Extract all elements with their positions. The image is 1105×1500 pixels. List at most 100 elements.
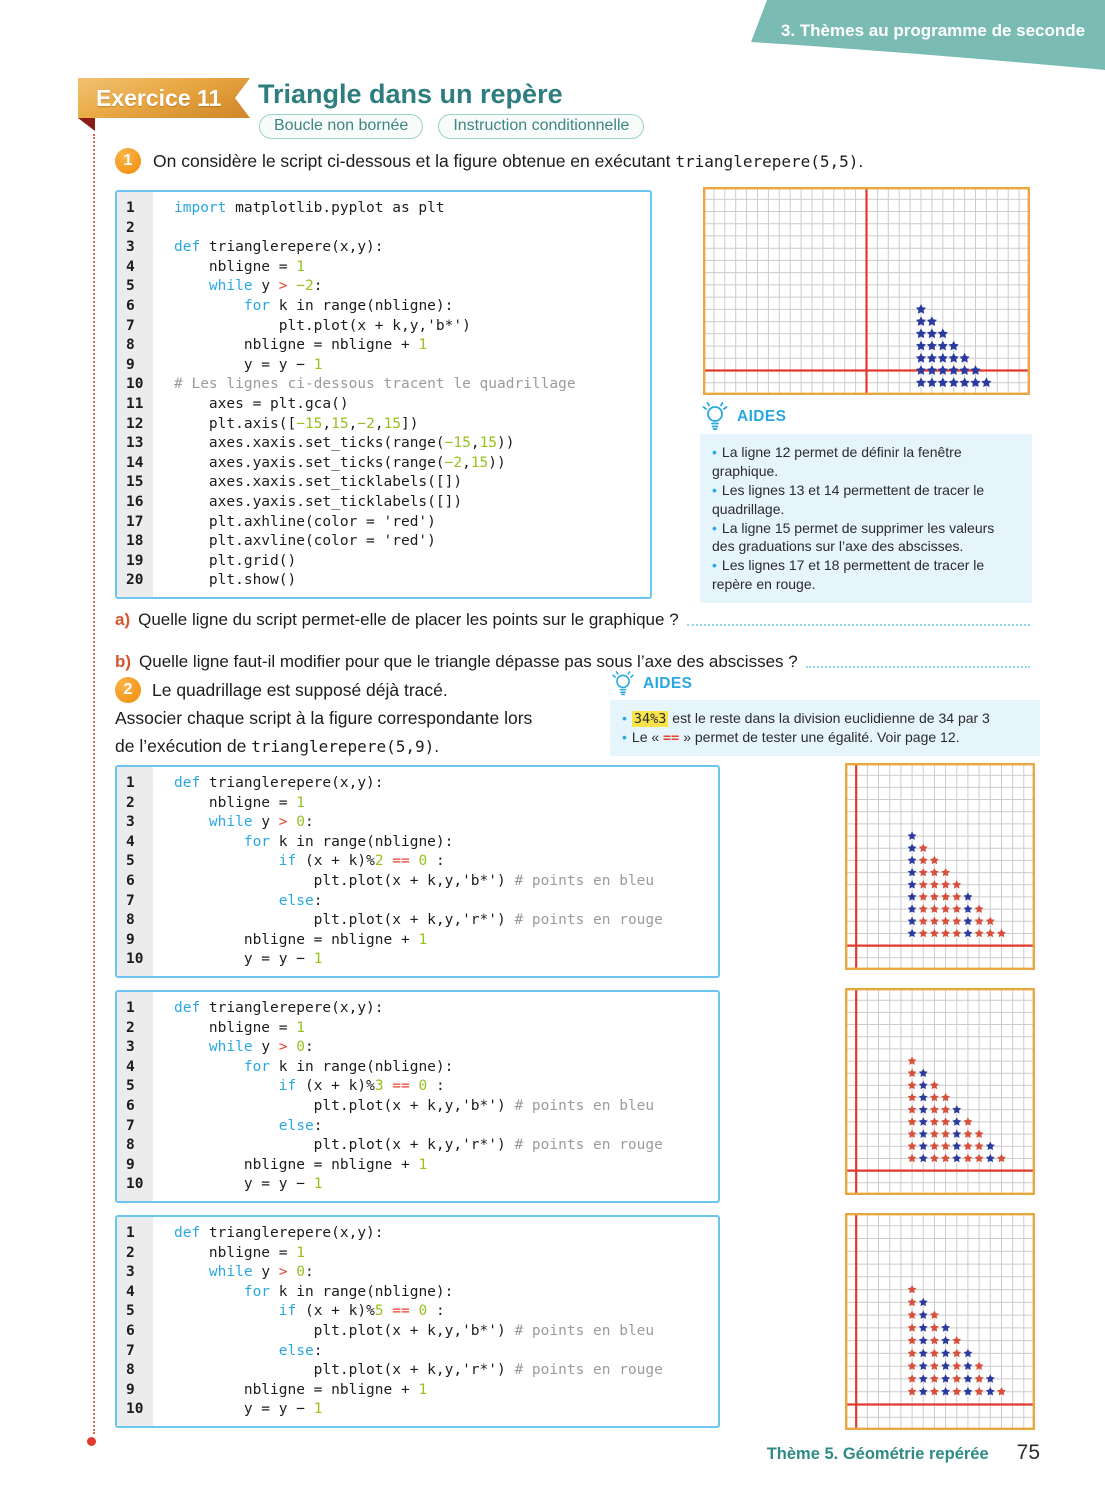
aides2-box: • 34%3 est le reste dans la division eucl… — [610, 700, 1040, 757]
line-number: 7 — [126, 892, 135, 909]
line-number: 1 — [126, 775, 135, 791]
aides2-item-2: • Le « == » permet de tester une égalité.… — [622, 729, 960, 747]
tag-boucle: Boucle non bornée — [259, 114, 424, 139]
top-banner-shape — [751, 0, 1105, 70]
line-number: 4 — [126, 258, 135, 275]
chapter-banner: 3. Thèmes au programme de seconde — [780, 21, 1086, 40]
line-number: 5 — [126, 853, 135, 870]
code-line: 15 axes.xaxis.set_ticklabels([]) — [117, 473, 650, 493]
code-line: 1 import matplotlib.pyplot as plt — [117, 199, 650, 219]
line-number: 4 — [126, 833, 135, 850]
line-number: 3 — [126, 1039, 135, 1056]
line-number: 5 — [126, 278, 135, 295]
line-number: 4 — [126, 1283, 135, 1300]
code-line: 3 while y > 0: — [117, 813, 718, 833]
lightbulb-icon — [702, 402, 728, 430]
margin-dotted-line — [93, 134, 95, 1434]
line-number: 10 — [126, 376, 144, 393]
code-line: 8 plt.plot(x + k,y,'r*') # points en rou… — [117, 1361, 718, 1381]
aides1-item: • Les lignes 13 et 14 permettent de trace… — [712, 481, 985, 517]
answer-line — [805, 666, 1030, 668]
equality-operator: == — [663, 730, 680, 747]
line-number-gutter — [117, 992, 153, 1201]
code-line: 7 else: — [117, 1342, 718, 1362]
q1-intro-text: On considère le script ci-dessous et la … — [153, 150, 864, 171]
code-line: 4 for k in range(nbligne): — [117, 833, 718, 853]
line-number: 9 — [126, 1381, 135, 1398]
aides1-item: • La ligne 15 permet de supprimer les val… — [712, 519, 995, 555]
line-number: 19 — [126, 552, 144, 569]
line-number: 2 — [126, 794, 135, 811]
code-line: 9 nbligne = nbligne + 1 — [117, 1156, 718, 1176]
code-line: 8 plt.plot(x + k,y,'r*') # points en rou… — [117, 1136, 718, 1156]
code-line: 1 def trianglerepere(x,y): — [117, 1224, 718, 1244]
line-number: 20 — [126, 572, 144, 589]
q2-intro-line1: Le quadrillage est supposé déjà tracé. — [152, 680, 448, 700]
line-number: 18 — [126, 533, 144, 550]
code-line: 6 plt.plot(x + k,y,'b*') # points en ble… — [117, 872, 718, 892]
line-number: 3 — [126, 814, 135, 831]
line-number: 5 — [126, 1303, 135, 1320]
figure-q2-1-plot — [845, 763, 1035, 970]
code-line: 5 while y > −2: — [117, 277, 650, 297]
line-number: 6 — [126, 297, 135, 314]
exercise-tags: Boucle non bornée Instruction conditionn… — [259, 114, 645, 139]
page-number: 75 — [1016, 1441, 1040, 1464]
question-a-text: Quelle ligne du script permet-elle de pl… — [138, 610, 679, 629]
line-number: 9 — [126, 356, 135, 373]
inline-code: trianglerepere(5,5) — [675, 151, 859, 171]
line-number: 10 — [126, 951, 144, 968]
line-number: 12 — [126, 415, 144, 432]
exercise-label: Exercice 11 — [96, 84, 222, 111]
code-line: 10 y = y − 1 — [117, 1175, 718, 1195]
code-line: 18 plt.axvline(color = 'red') — [117, 532, 650, 552]
q1-number-badge: 1 — [115, 148, 141, 174]
code-line: 10 y = y − 1 — [117, 950, 718, 970]
line-number: 3 — [126, 239, 135, 256]
line-number: 8 — [126, 1137, 135, 1154]
code-line: 7 else: — [117, 892, 718, 912]
code-line: 9 nbligne = nbligne + 1 — [117, 931, 718, 951]
line-number: 8 — [126, 337, 135, 354]
line-number: 7 — [126, 1117, 135, 1134]
code-line: 11 axes = plt.gca() — [117, 395, 650, 415]
code-line: 8 nbligne = nbligne + 1 — [117, 336, 650, 356]
code-line: 2 — [117, 219, 650, 239]
code-line: 6 for k in range(nbligne): — [117, 297, 650, 317]
line-number: 15 — [126, 474, 144, 491]
code-line: 9 nbligne = nbligne + 1 — [117, 1381, 718, 1401]
line-number: 10 — [126, 1176, 144, 1193]
line-number: 1 — [126, 200, 135, 216]
code-line: 19 plt.grid() — [117, 552, 650, 572]
aides1-item: • La ligne 12 permet de définir la fenêtr… — [712, 444, 962, 479]
code-line: 3 while y > 0: — [117, 1038, 718, 1058]
question-a-label: a) — [115, 610, 131, 629]
code-line: 5 if (x + k)%5 == 0 : — [117, 1302, 718, 1322]
code-line: 10 y = y − 1 — [117, 1400, 718, 1420]
line-number: 13 — [126, 435, 144, 452]
line-number: 8 — [126, 912, 135, 929]
code-line: 8 plt.plot(x + k,y,'r*') # points en rou… — [117, 911, 718, 931]
question-b-label: b) — [115, 652, 132, 671]
line-number: 2 — [126, 1019, 135, 1036]
line-number: 3 — [126, 1264, 135, 1281]
code-line: 12 plt.axis([−15,15,−2,15]) — [117, 415, 650, 435]
footer-theme: Thème 5. Géométrie repérée — [766, 1445, 989, 1463]
line-number: 5 — [126, 1078, 135, 1095]
code-line: 1 def trianglerepere(x,y): — [117, 774, 718, 794]
line-number-gutter — [117, 1217, 153, 1426]
line-number-gutter — [117, 192, 153, 597]
code-line: 2 nbligne = 1 — [117, 1019, 718, 1039]
code-line: 3 while y > 0: — [117, 1263, 718, 1283]
code-line: 4 nbligne = 1 — [117, 258, 650, 278]
q2-number-badge: 2 — [115, 677, 141, 703]
aides1-item: • Les lignes 17 et 18 permettent de trace… — [712, 557, 985, 593]
code-line: 17 plt.axhline(color = 'red') — [117, 513, 650, 533]
lightbulb-icon — [612, 671, 634, 696]
exercise-ribbon: Exercice 11 — [78, 78, 250, 118]
code-block-q1: 1 import matplotlib.pyplot as plt 2 3 def tr… — [115, 190, 652, 599]
question-b: b) Quelle ligne faut-il modifier pour qu… — [115, 652, 1030, 672]
